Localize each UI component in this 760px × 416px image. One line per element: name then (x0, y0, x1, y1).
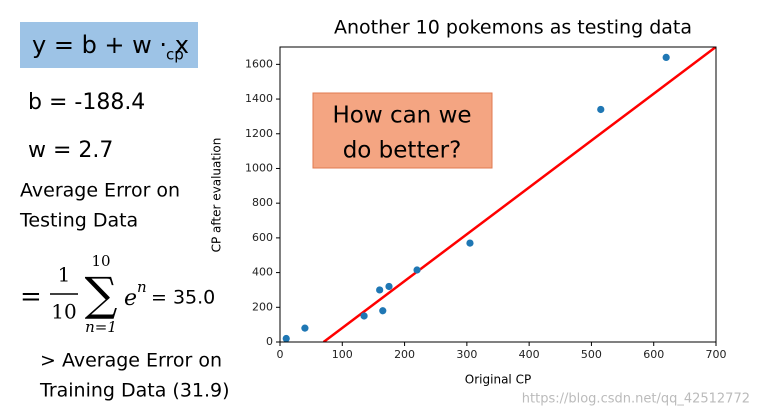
scatter-point (466, 239, 474, 247)
scatter-point (301, 324, 309, 332)
sum-term-sup: n (137, 278, 147, 296)
plot-frame (279, 46, 717, 343)
equals: = (20, 282, 42, 312)
y-tick-label: 1600 (245, 57, 273, 70)
sum-term: e (124, 286, 137, 311)
x-tick-label: 600 (643, 348, 664, 361)
scatter-point (662, 53, 670, 62)
y-tick-label: 200 (252, 300, 273, 313)
y-tick-label: 1000 (245, 161, 273, 174)
sum-result: = 35.0 (151, 287, 215, 309)
scatter-point (379, 307, 387, 315)
x-tick-label: 200 (394, 348, 415, 361)
fraction-denominator: 10 (51, 300, 76, 324)
sum-lower: n=1 (85, 318, 117, 336)
y-tick-label: 600 (252, 231, 273, 244)
x-tick-label: 0 (277, 348, 284, 361)
y-tick-label: 0 (266, 335, 273, 348)
error-label: Average Error on (20, 180, 180, 202)
formula-box (20, 22, 198, 68)
training-label: Training Data (31.9) (39, 380, 230, 402)
fraction-numerator: 1 (58, 263, 71, 287)
y-tick-label: 800 (252, 196, 273, 209)
training-label: > Average Error on (40, 350, 222, 372)
callout-text: do better? (343, 138, 462, 164)
scatter-point (376, 286, 384, 294)
sum-sign: ∑ (85, 267, 118, 321)
w-value: w = 2.7 (28, 138, 113, 163)
y-tick-label: 1200 (245, 127, 273, 140)
chart-title: Another 10 pokemons as testing data (334, 17, 692, 39)
y-axis-label: CP after evaluation (210, 138, 224, 253)
scatter-point (385, 282, 393, 291)
x-tick-label: 100 (332, 348, 353, 361)
y-tick-label: 400 (252, 266, 273, 279)
callout-text: How can we (332, 103, 471, 129)
scatter-point (413, 266, 421, 274)
scatter-point (282, 334, 290, 343)
formula-subscript: cp (166, 46, 184, 64)
watermark: https://blog.csdn.net/qq_42512772 (522, 392, 750, 407)
callout-box (312, 92, 493, 169)
scatter-point (597, 105, 605, 114)
x-tick-label: 500 (581, 348, 602, 361)
x-tick-label: 300 (456, 348, 477, 361)
x-tick-label: 400 (519, 348, 540, 361)
fit-line (322, 47, 716, 342)
x-tick-label: 700 (706, 348, 727, 361)
x-axis-label: Original CP (465, 373, 531, 387)
y-tick-label: 1400 (245, 92, 273, 105)
formula: y = b + w · x (32, 31, 189, 59)
error-label: Testing Data (19, 210, 138, 232)
b-value: b = -188.4 (28, 90, 145, 115)
scatter-point (360, 312, 368, 320)
plot: 0 100 200 300 400 500 600 700 0 200 400 600 800 1000 1… (245, 47, 727, 361)
sum-upper: 10 (91, 252, 110, 270)
